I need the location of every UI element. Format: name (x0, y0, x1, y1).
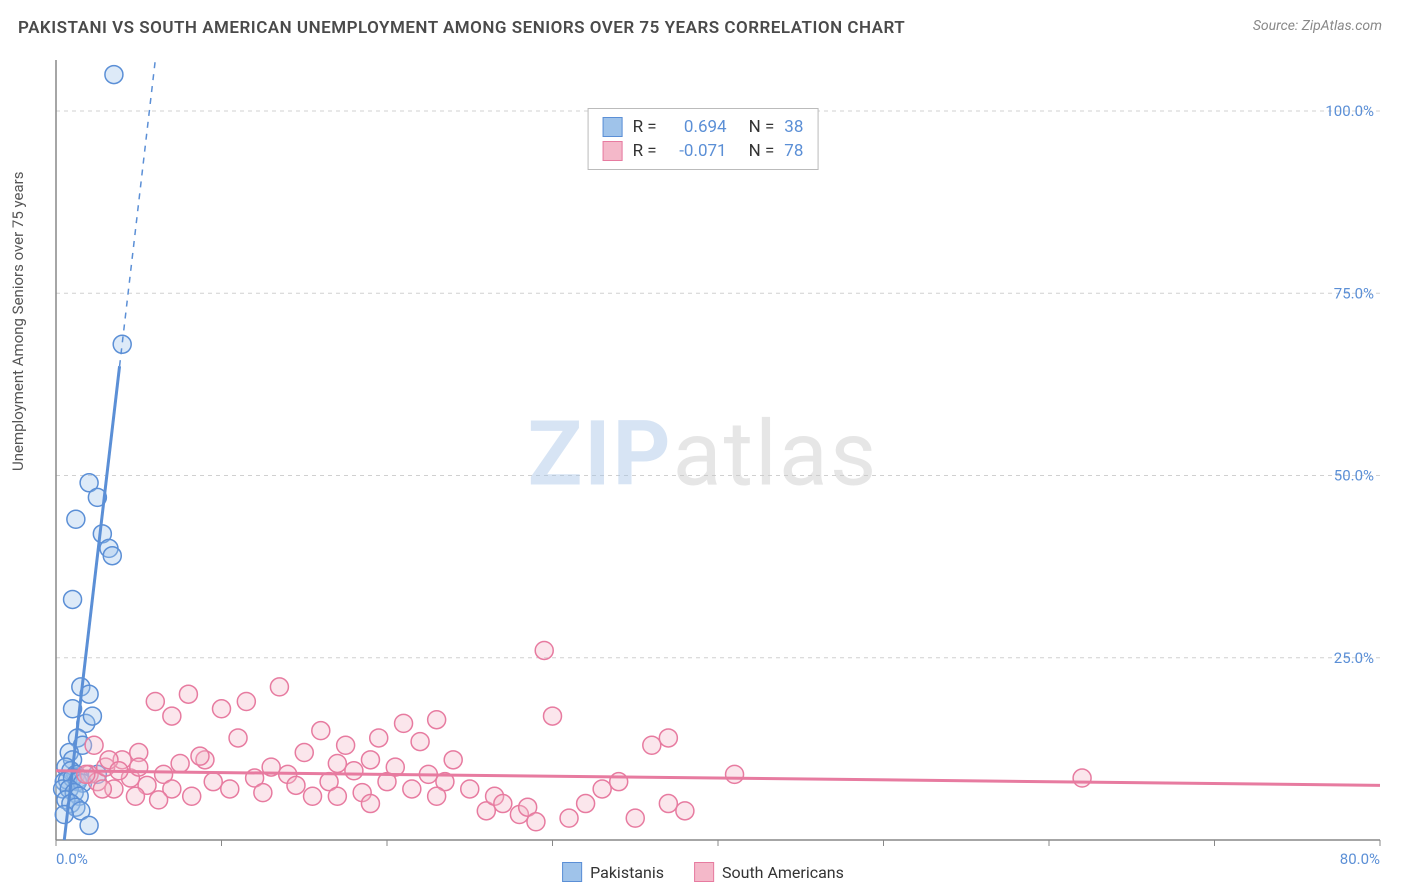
data-point (337, 736, 355, 754)
stats-legend-row: R = 0.694 N = 38 (603, 115, 804, 139)
y-tick-label: 25.0% (1334, 649, 1374, 667)
data-point (103, 547, 121, 565)
n-label: N = (749, 141, 775, 161)
data-point (577, 795, 595, 813)
data-point (295, 744, 313, 762)
r-value: -0.071 (667, 141, 727, 161)
data-point (270, 678, 288, 696)
data-point (403, 780, 421, 798)
series-legend-item: Pakistanis (562, 862, 664, 882)
data-point (80, 816, 98, 834)
data-point (64, 590, 82, 608)
data-point (361, 795, 379, 813)
data-point (93, 780, 111, 798)
trend-line-extrapolated (120, 60, 156, 366)
data-point (527, 813, 545, 831)
legend-swatch (562, 862, 582, 882)
data-point (370, 729, 388, 747)
data-point (304, 787, 322, 805)
r-label: R = (633, 117, 657, 137)
data-point (593, 780, 611, 798)
data-point (411, 733, 429, 751)
r-label: R = (633, 141, 657, 161)
data-point (179, 685, 197, 703)
data-point (659, 729, 677, 747)
data-point (328, 787, 346, 805)
data-point (312, 722, 330, 740)
data-point (643, 736, 661, 754)
data-point (676, 802, 694, 820)
data-point (146, 692, 164, 710)
data-point (428, 711, 446, 729)
data-point (444, 751, 462, 769)
data-point (163, 707, 181, 725)
legend-swatch (694, 862, 714, 882)
data-point (461, 780, 479, 798)
y-tick-label: 50.0% (1334, 467, 1374, 485)
legend-swatch (603, 141, 623, 161)
data-point (560, 809, 578, 827)
data-point (395, 714, 413, 732)
n-value: 38 (784, 117, 803, 137)
stats-legend: R = 0.694 N = 38 R = -0.071 N = 78 (588, 108, 819, 170)
data-point (183, 787, 201, 805)
data-point (55, 805, 73, 823)
x-tick-label: 80.0% (1340, 850, 1380, 868)
x-tick-label: 0.0% (56, 850, 88, 868)
data-point (535, 641, 553, 659)
data-point (626, 809, 644, 827)
chart-title: PAKISTANI VS SOUTH AMERICAN UNEMPLOYMENT… (18, 18, 905, 38)
series-name: Pakistanis (590, 863, 664, 882)
data-point (204, 773, 222, 791)
data-point (150, 791, 168, 809)
series-legend: Pakistanis South Americans (562, 862, 844, 882)
data-point (345, 762, 363, 780)
data-point (659, 795, 677, 813)
data-point (85, 736, 103, 754)
data-point (83, 707, 101, 725)
scatter-plot: 25.0% 50.0% 75.0% 100.0% 0.0% 80.0% (0, 50, 1406, 892)
data-point (726, 765, 744, 783)
series-name: South Americans (722, 863, 844, 882)
data-point (105, 66, 123, 84)
data-point (237, 692, 255, 710)
data-point (1073, 769, 1091, 787)
n-label: N = (749, 117, 775, 137)
data-point (77, 765, 95, 783)
y-tick-label: 100.0% (1325, 102, 1374, 120)
data-point (67, 510, 85, 528)
data-point (287, 776, 305, 794)
data-point (126, 787, 144, 805)
data-point (171, 754, 189, 772)
n-value: 78 (784, 141, 803, 161)
series-legend-item: South Americans (694, 862, 844, 882)
data-point (191, 747, 209, 765)
data-point (213, 700, 231, 718)
data-point (328, 754, 346, 772)
chart-container: Unemployment Among Seniors over 75 years… (0, 50, 1406, 892)
source-credit: Source: ZipAtlas.com (1253, 18, 1382, 34)
stats-legend-row: R = -0.071 N = 78 (603, 139, 804, 163)
data-point (494, 795, 512, 813)
data-point (361, 751, 379, 769)
data-point (221, 780, 239, 798)
y-tick-label: 75.0% (1334, 284, 1374, 302)
data-point (229, 729, 247, 747)
data-point (254, 784, 272, 802)
data-point (130, 758, 148, 776)
data-point (544, 707, 562, 725)
r-value: 0.694 (667, 117, 727, 137)
data-point (428, 787, 446, 805)
legend-swatch (603, 117, 623, 137)
